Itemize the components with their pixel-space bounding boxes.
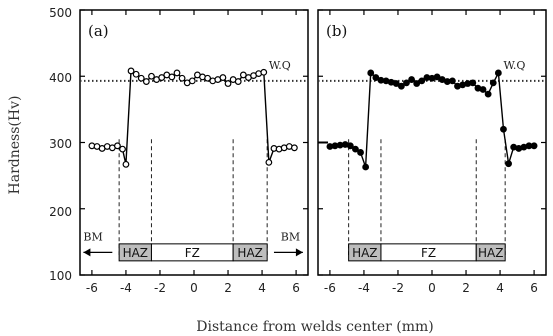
data-point [372, 74, 380, 81]
reference-label: W.Q [269, 59, 291, 72]
haz-label: HAZ [237, 246, 262, 260]
x-tick-label: 4 [258, 281, 266, 295]
data-point [204, 74, 212, 82]
data-point [484, 90, 492, 98]
data-point [224, 80, 232, 87]
data-point [178, 74, 186, 82]
data-point [357, 149, 364, 156]
data-point [168, 73, 176, 81]
data-point [122, 160, 130, 168]
haz-label: HAZ [123, 246, 148, 260]
bm-label-left: BM [83, 230, 102, 243]
x-tick-label: 4 [496, 281, 504, 295]
data-point [188, 77, 196, 85]
x-tick-label: 6 [292, 281, 300, 295]
x-tick-label: -6 [86, 281, 98, 295]
plot-frame [317, 9, 547, 276]
x-tick-label: -4 [120, 281, 132, 295]
y-tick-label: 300 [49, 137, 72, 151]
data-point [408, 76, 415, 83]
y-axis-label: Hardness(Hv) [7, 96, 23, 195]
data-point [265, 158, 273, 166]
data-point [148, 72, 155, 80]
data-point [127, 67, 135, 75]
x-tick-label: 2 [462, 281, 470, 295]
data-point [234, 78, 242, 85]
data-point [362, 163, 370, 171]
y-tick-label: 500 [49, 6, 72, 20]
data-point [413, 80, 421, 87]
bm-label-right: BM [281, 230, 300, 243]
y-tick-labels: 100 200 300 400 500 [49, 6, 72, 283]
data-point [418, 77, 426, 85]
data-point [530, 142, 538, 150]
data-point [142, 78, 150, 85]
data-point [397, 82, 405, 90]
haz-label: HAZ [478, 246, 503, 260]
data-point [479, 86, 487, 93]
data-point [158, 74, 166, 81]
x-axis-label: Distance from welds center (mm) [196, 319, 434, 335]
data-point [173, 69, 181, 77]
x-tick-label: -2 [154, 281, 166, 295]
data-point [392, 80, 400, 87]
panel-b: -6 -4 -2 0 2 4 6 W.Q HAZ FZ HAZ (b) [317, 9, 547, 295]
plot-frame [79, 9, 309, 276]
data-point [119, 145, 126, 153]
x-tick-label: 6 [530, 281, 538, 295]
x-tick-label: 0 [428, 281, 436, 295]
y-tick-label: 200 [49, 205, 72, 219]
data-point [137, 74, 145, 82]
x-tick-label: 2 [224, 281, 232, 295]
data-point [505, 160, 512, 168]
haz-label: HAZ [352, 246, 377, 260]
haz-zone [475, 243, 506, 262]
fz-label: FZ [421, 246, 436, 260]
haz-zone [232, 243, 268, 262]
data-point [346, 142, 354, 150]
data-point [132, 70, 140, 78]
y-tick-label: 400 [49, 71, 72, 85]
bm-arrowhead-right [295, 248, 303, 257]
data-point [219, 74, 227, 81]
data-point [403, 79, 410, 87]
panel-a: -6 -4 -2 0 2 4 6 W.Q HAZ FZ HAZ BM BM (a) [79, 9, 309, 295]
x-tick-label: 0 [190, 281, 198, 295]
x-tick-label: -2 [392, 281, 404, 295]
data-point [500, 125, 507, 133]
panel-label: (b) [326, 22, 347, 40]
data-point [290, 144, 298, 152]
bm-arrowhead-left [83, 248, 91, 257]
data-point [469, 79, 477, 87]
data-point [449, 77, 456, 85]
x-tick-label: -6 [324, 281, 336, 295]
data-point [489, 79, 497, 87]
data-point [494, 69, 502, 77]
fz-label: FZ [185, 246, 200, 260]
x-tick-label: -4 [358, 281, 370, 295]
y-tick-label: 100 [49, 269, 72, 283]
data-point [367, 69, 375, 77]
reference-label: W.Q [503, 59, 525, 72]
data-point [260, 68, 268, 76]
data-point [352, 145, 359, 153]
panel-label: (a) [88, 22, 109, 40]
data-point [114, 142, 121, 150]
data-point [433, 73, 441, 81]
data-point [239, 71, 247, 79]
